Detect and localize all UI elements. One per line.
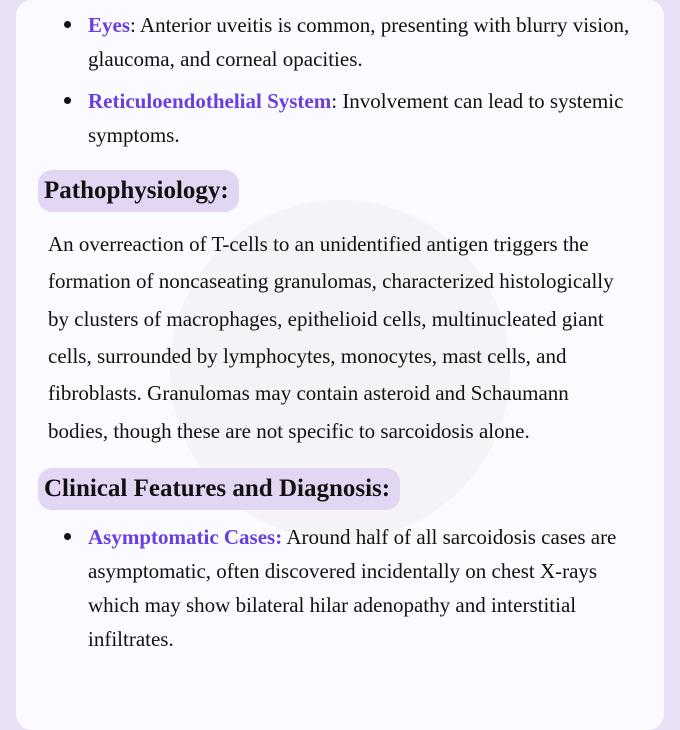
- list-item: Asymptomatic Cases: Around half of all s…: [64, 520, 636, 656]
- pathophysiology-paragraph: An overreaction of T-cells to an unident…: [44, 222, 636, 458]
- content-body: Eyes: Anterior uveitis is common, presen…: [44, 8, 636, 656]
- bullet-text: : Anterior uveitis is common, presenting…: [88, 13, 629, 71]
- bullet-term: Reticuloendothelial System: [88, 89, 331, 113]
- content-card: Eyes: Anterior uveitis is common, presen…: [16, 0, 664, 730]
- section-heading-clinical: Clinical Features and Diagnosis:: [38, 468, 400, 510]
- bullet-term: Eyes: [88, 13, 130, 37]
- bullet-term: Asymptomatic Cases:: [88, 525, 282, 549]
- section-heading-pathophysiology: Pathophysiology:: [38, 170, 239, 212]
- list-item: Reticuloendothelial System: Involvement …: [64, 84, 636, 152]
- list-item: Eyes: Anterior uveitis is common, presen…: [64, 8, 636, 76]
- clinical-bullet-list: Asymptomatic Cases: Around half of all s…: [44, 520, 636, 656]
- top-bullet-list: Eyes: Anterior uveitis is common, presen…: [44, 8, 636, 152]
